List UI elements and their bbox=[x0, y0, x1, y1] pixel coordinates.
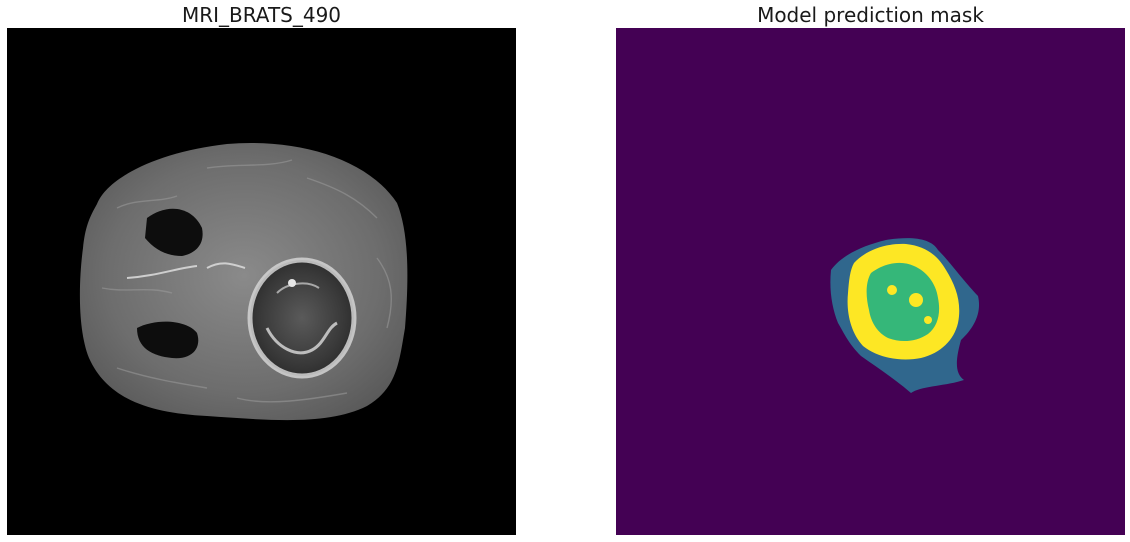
mask-necrosis bbox=[866, 262, 940, 342]
mri-slice-graphic bbox=[7, 28, 516, 535]
tumor-region bbox=[250, 260, 354, 376]
right-ventricle bbox=[137, 321, 199, 359]
mask-image-title: Model prediction mask bbox=[757, 3, 984, 27]
brain-region bbox=[79, 142, 408, 421]
prediction-mask-image bbox=[616, 28, 1125, 535]
mri-image bbox=[7, 28, 516, 535]
prediction-mask-graphic bbox=[616, 28, 1125, 535]
left-ventricle bbox=[145, 208, 203, 256]
mri-image-title: MRI_BRATS_490 bbox=[181, 3, 342, 27]
